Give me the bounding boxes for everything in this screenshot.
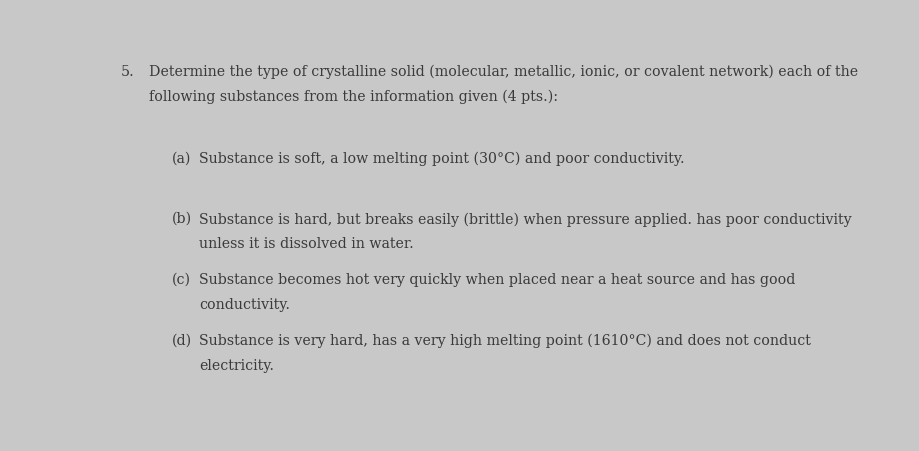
Text: (c): (c) (172, 273, 191, 287)
Text: (d): (d) (172, 334, 192, 348)
Text: Substance becomes hot very quickly when placed near a heat source and has good: Substance becomes hot very quickly when … (199, 273, 795, 287)
Text: (b): (b) (172, 212, 192, 226)
Text: electricity.: electricity. (199, 359, 274, 373)
Text: Substance is very hard, has a very high melting point (1610°C) and does not cond: Substance is very hard, has a very high … (199, 334, 811, 348)
Text: conductivity.: conductivity. (199, 298, 289, 312)
Text: Substance is hard, but breaks easily (brittle) when pressure applied. has poor c: Substance is hard, but breaks easily (br… (199, 212, 852, 226)
Text: Substance is soft, a low melting point (30°C) and poor conductivity.: Substance is soft, a low melting point (… (199, 152, 685, 166)
Text: 5.: 5. (120, 64, 134, 78)
Text: unless it is dissolved in water.: unless it is dissolved in water. (199, 237, 414, 251)
Text: Determine the type of crystalline solid (molecular, metallic, ionic, or covalent: Determine the type of crystalline solid … (149, 64, 858, 79)
Text: following substances from the information given (4 pts.):: following substances from the informatio… (149, 90, 558, 104)
Text: (a): (a) (172, 152, 191, 166)
